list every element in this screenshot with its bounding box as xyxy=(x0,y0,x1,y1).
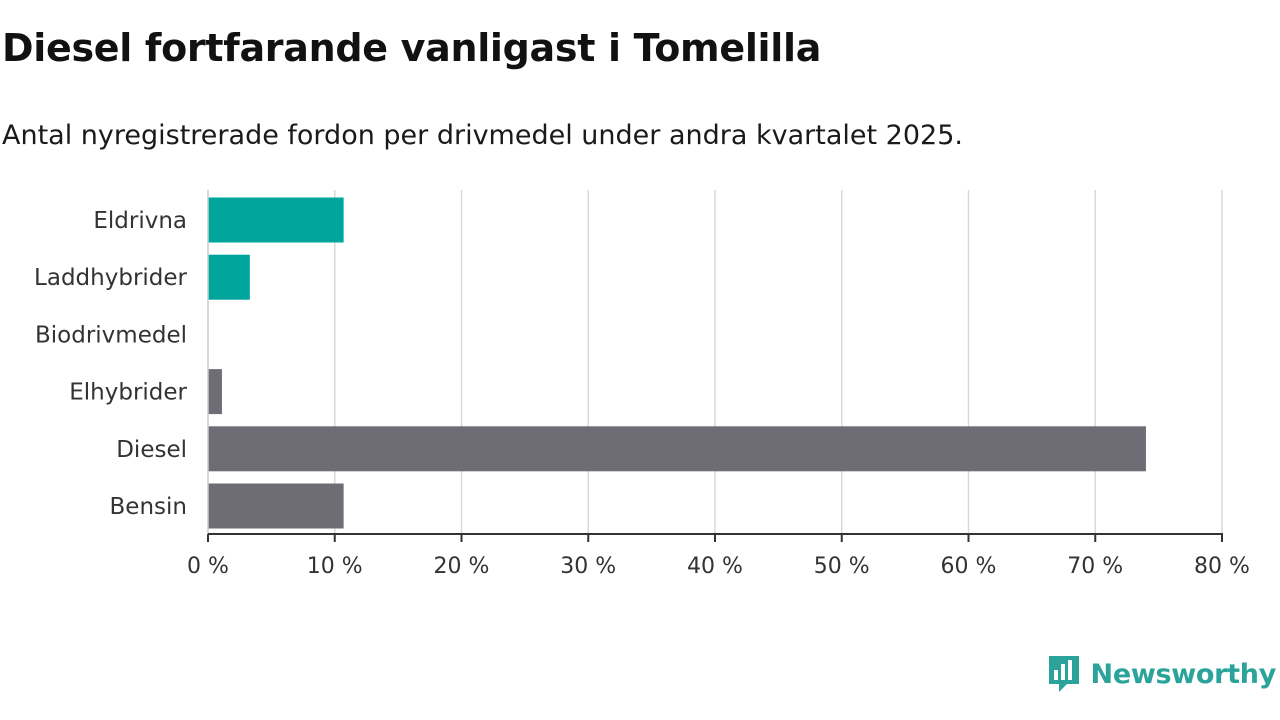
category-label: Laddhybrider xyxy=(34,265,187,291)
category-label: Biodrivmedel xyxy=(35,322,187,348)
x-tick-label: 0 % xyxy=(187,554,229,579)
bar xyxy=(208,426,1146,472)
bar-chart: Eldrivna Laddhybrider Biodrivmedel Elhybrid… xyxy=(34,190,1250,579)
category-label: Bensin xyxy=(110,494,187,520)
brand-name: Newsworthy xyxy=(1090,658,1277,690)
bar xyxy=(208,254,250,300)
x-tick-label: 40 % xyxy=(687,554,743,579)
category-label: Diesel xyxy=(116,437,187,463)
chart-title: Diesel fortfarande vanligast i Tomelilla xyxy=(2,26,822,70)
bar xyxy=(208,483,344,529)
category-label: Eldrivna xyxy=(93,208,187,234)
newsworthy-logo-icon xyxy=(1048,656,1079,692)
x-tick-label: 20 % xyxy=(434,554,490,579)
brand-logo: Newsworthy xyxy=(1047,654,1276,694)
x-tick-label: 80 % xyxy=(1194,554,1250,579)
bar xyxy=(208,369,222,415)
x-tick-label: 70 % xyxy=(1067,554,1123,579)
x-tick-label: 10 % xyxy=(307,554,363,579)
bar xyxy=(208,197,344,243)
x-tick-label: 30 % xyxy=(560,554,616,579)
category-label: Elhybrider xyxy=(69,380,187,406)
chart-subtitle: Antal nyregistrerade fordon per drivmede… xyxy=(2,120,963,151)
x-tick-label: 60 % xyxy=(941,554,997,579)
x-tick-label: 50 % xyxy=(814,554,870,579)
